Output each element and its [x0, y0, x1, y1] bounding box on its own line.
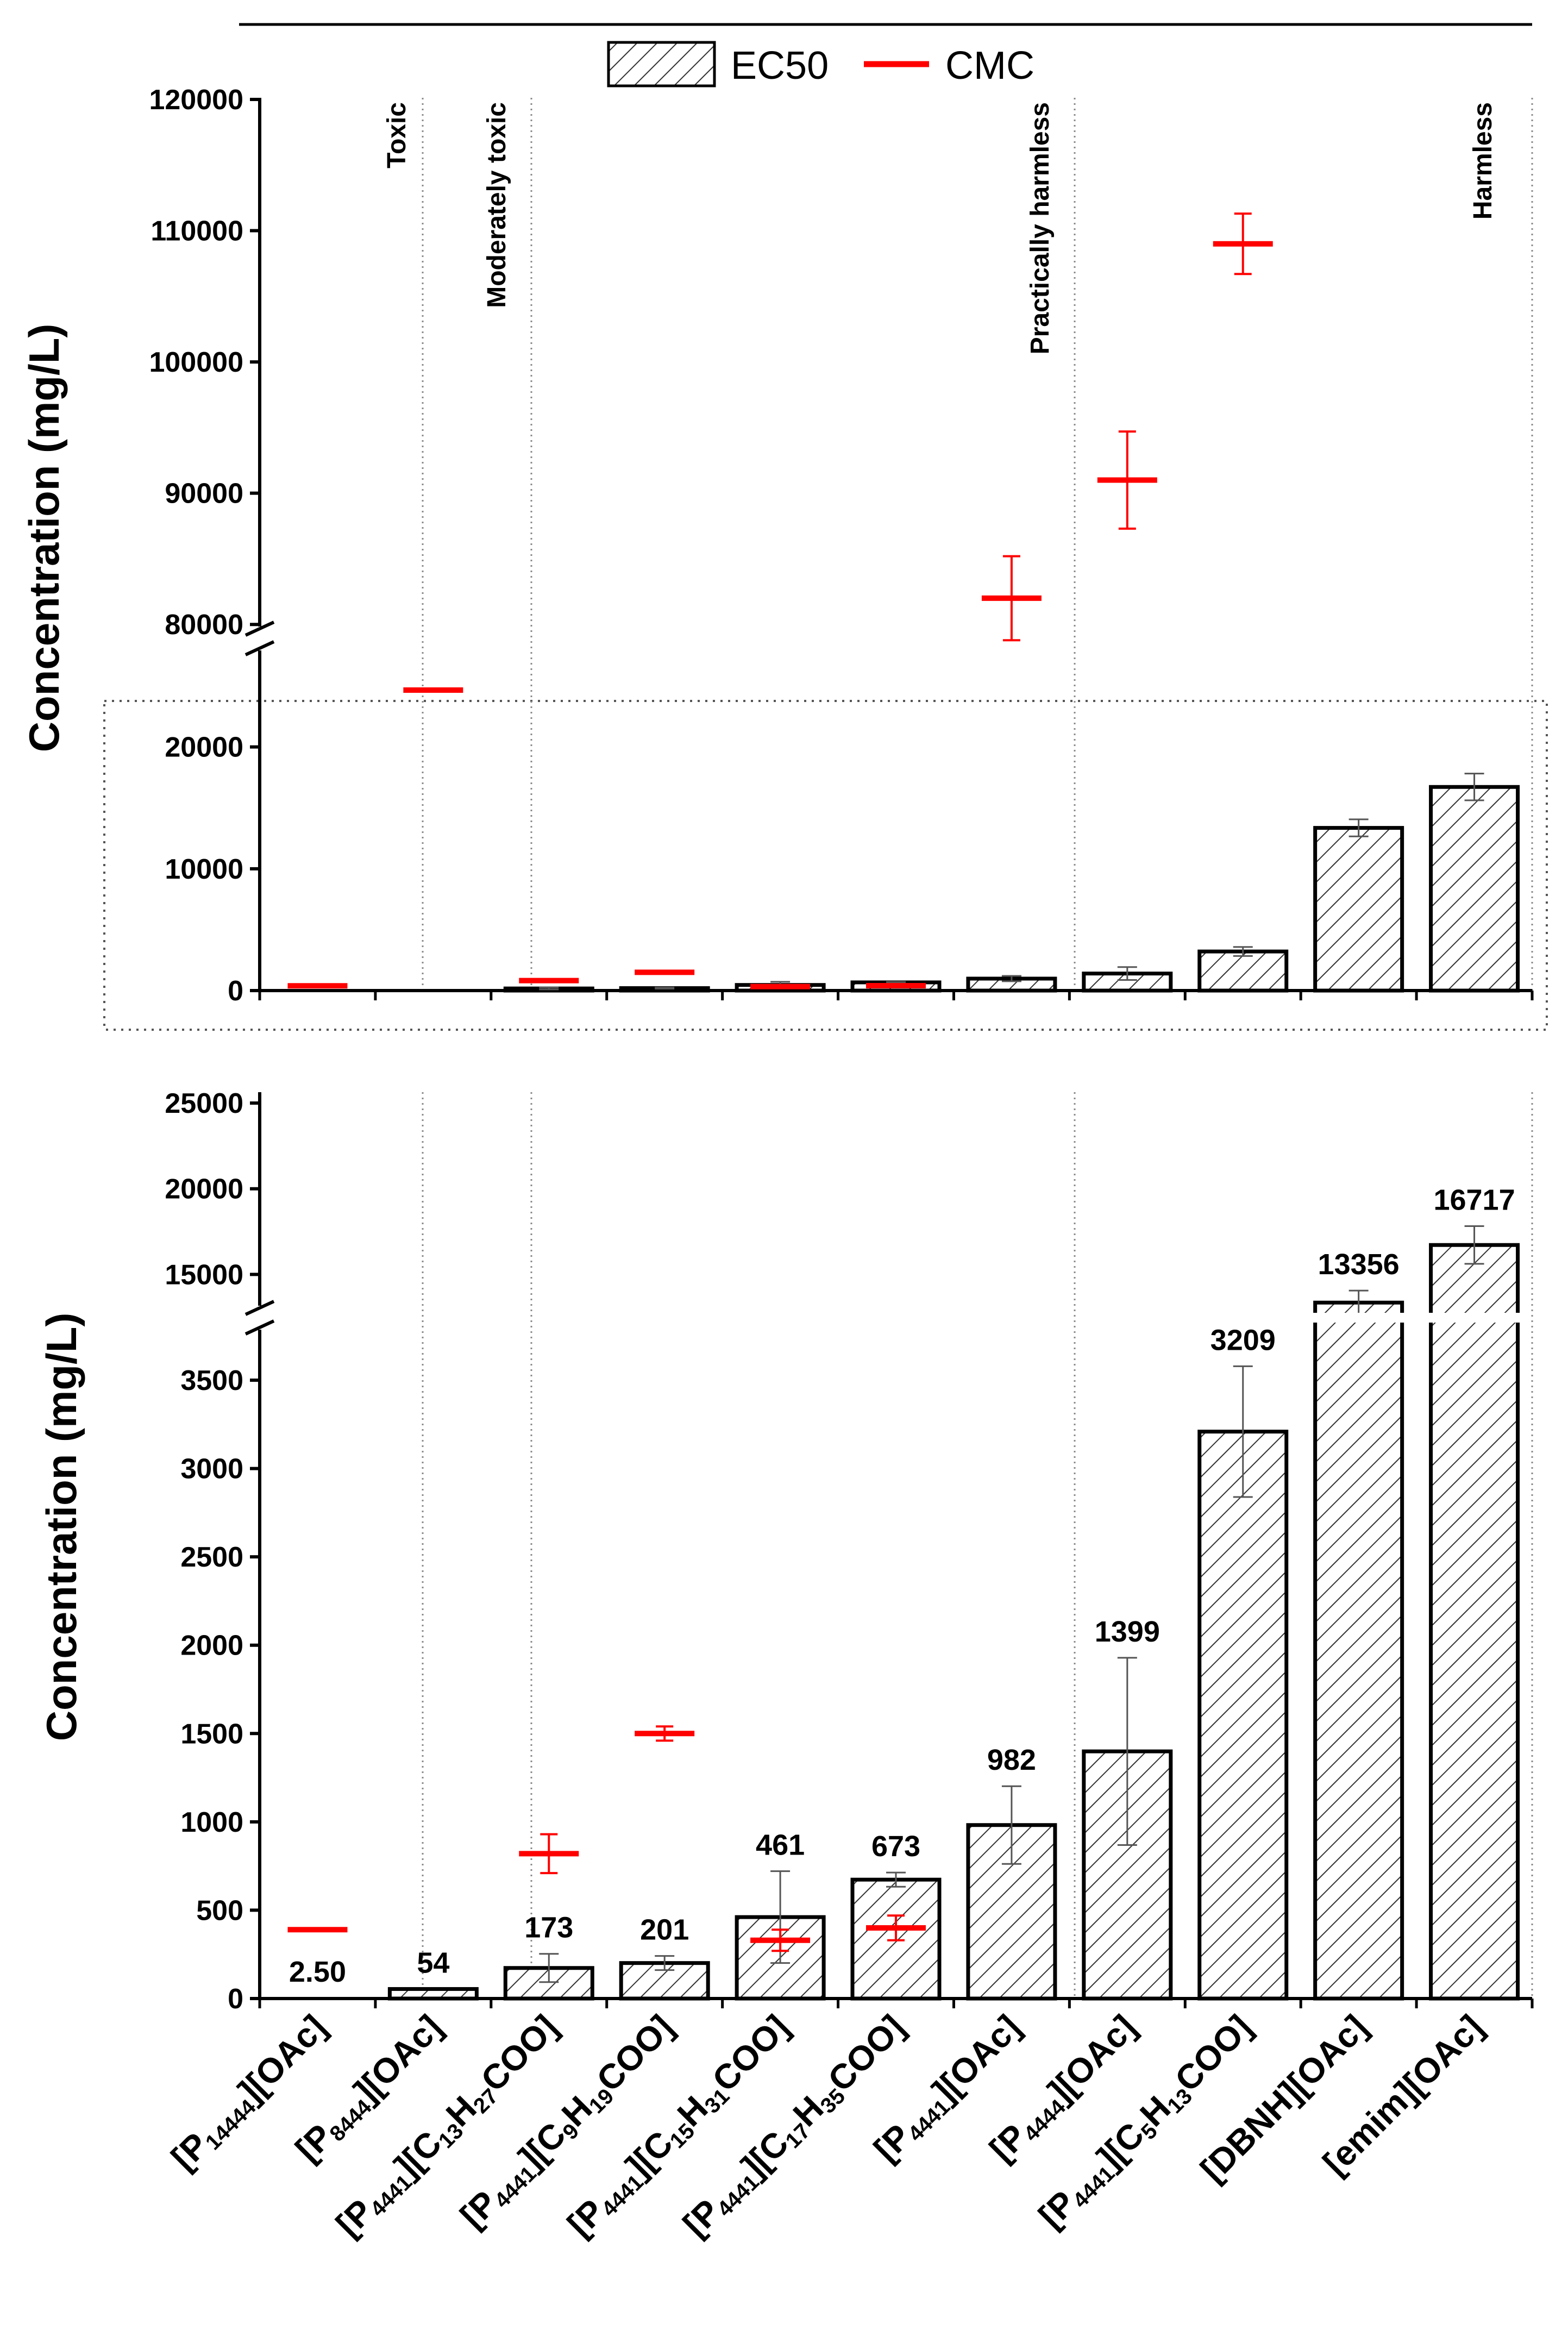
bottom-axis-break-mark	[244, 1300, 275, 1316]
top-y-tick-label: 0	[228, 975, 243, 1007]
top-ec50-bar	[1197, 949, 1289, 993]
category-labels: [P14444][OAc][P8444][OAc][P4441][C13H27C…	[164, 2007, 1490, 2246]
bottom-y-tick-label: 3500	[180, 1365, 243, 1396]
top-ec50-bar	[1313, 826, 1404, 993]
top-y-tick-label: 100000	[149, 347, 243, 378]
bottom-ec50-data-label: 173	[524, 1912, 573, 1944]
bottom-y-tick-label: 2000	[180, 1630, 243, 1662]
bottom-y-tick-label: 1000	[180, 1807, 243, 1838]
x-category-label: [P4441][C15H31COO]	[560, 2007, 798, 2246]
top-y-tick-label: 120000	[149, 84, 243, 116]
bottom-bar-break-gap	[1312, 1313, 1406, 1323]
bottom-ec50-data-label: 2.50	[289, 1956, 346, 1988]
bottom-y-axis-title: Concentration (mg/L)	[37, 1313, 85, 1742]
bottom-ec50-bar	[1429, 1243, 1520, 2001]
legend: EC50 CMC	[607, 41, 1034, 87]
top-y-tick-label: 20000	[165, 732, 243, 763]
bottom-y-tick-label: 20000	[165, 1174, 243, 1205]
top-inset-frame	[103, 700, 1548, 1031]
zone-label-harmless: Harmless	[1469, 102, 1497, 220]
top-y-axis-title: Concentration (mg/L)	[20, 324, 68, 753]
top-ec50-bar	[1429, 785, 1520, 993]
bottom-ec50-data-label: 1399	[1095, 1615, 1160, 1648]
x-category-label: [P4441][C17H35COO]	[675, 2007, 914, 2246]
top-panel: 0 10000 20000 80000 90000 100000 110000 120000	[149, 84, 1534, 1007]
legend-ec50-swatch	[607, 41, 716, 87]
top-y-tick-label: 90000	[165, 478, 243, 510]
bottom-ec50-data-label: 3209	[1211, 1324, 1276, 1356]
legend-ec50-label: EC50	[731, 44, 829, 87]
x-category-label: [P4441][C5H13COO]	[1031, 2007, 1261, 2237]
top-axis-break-mark	[244, 640, 275, 656]
bottom-y-tick-label: 500	[196, 1895, 243, 1926]
bottom-ec50-data-label: 201	[640, 1914, 689, 1946]
bottom-ec50-data-label: 13356	[1318, 1248, 1400, 1281]
top-axis-break-mark	[244, 621, 275, 637]
zone-label-practically-harmless: Practically harmless	[1026, 102, 1055, 354]
top-y-tick-label: 110000	[150, 216, 243, 247]
bottom-y-tick-label: 25000	[165, 1088, 243, 1119]
bottom-ec50-bar	[387, 1987, 479, 2001]
bottom-y-tick-label: 2500	[180, 1542, 243, 1573]
bottom-ec50-bar	[1197, 1430, 1289, 2001]
bottom-ec50-bar	[1313, 1300, 1404, 2001]
bottom-panel: 0 500 1000 1500 2000 2500 3000 3500 15000 20000 25…	[165, 1088, 1534, 2015]
zone-label-moderately-toxic: Moderately toxic	[482, 102, 511, 308]
bottom-ec50-data-label: 54	[417, 1946, 449, 1979]
bottom-ec50-data-label: 16717	[1433, 1184, 1515, 1217]
x-category-label: [P4441][C13H27COO]	[328, 2007, 567, 2246]
bottom-bar-break-gap	[1427, 1313, 1521, 1323]
legend-cmc-label: CMC	[945, 44, 1034, 87]
bottom-ec50-data-label: 982	[987, 1744, 1036, 1776]
bottom-ec50-data-label: 461	[756, 1829, 805, 1862]
top-y-tick-label: 80000	[165, 609, 243, 641]
zone-label-toxic: Toxic	[382, 102, 411, 168]
x-category-label: [P4441][C9H19COO]	[453, 2007, 682, 2237]
bottom-y-tick-label: 3000	[180, 1454, 243, 1485]
bottom-y-tick-label: 1500	[180, 1718, 243, 1750]
bottom-ec50-data-label: 673	[871, 1830, 920, 1863]
bottom-y-tick-label: 0	[228, 1983, 243, 2015]
top-y-tick-label: 10000	[165, 854, 243, 885]
bottom-axis-break-mark	[244, 1319, 275, 1336]
top-break-gap-guide	[264, 633, 1528, 644]
bottom-y-tick-label: 15000	[165, 1259, 243, 1291]
